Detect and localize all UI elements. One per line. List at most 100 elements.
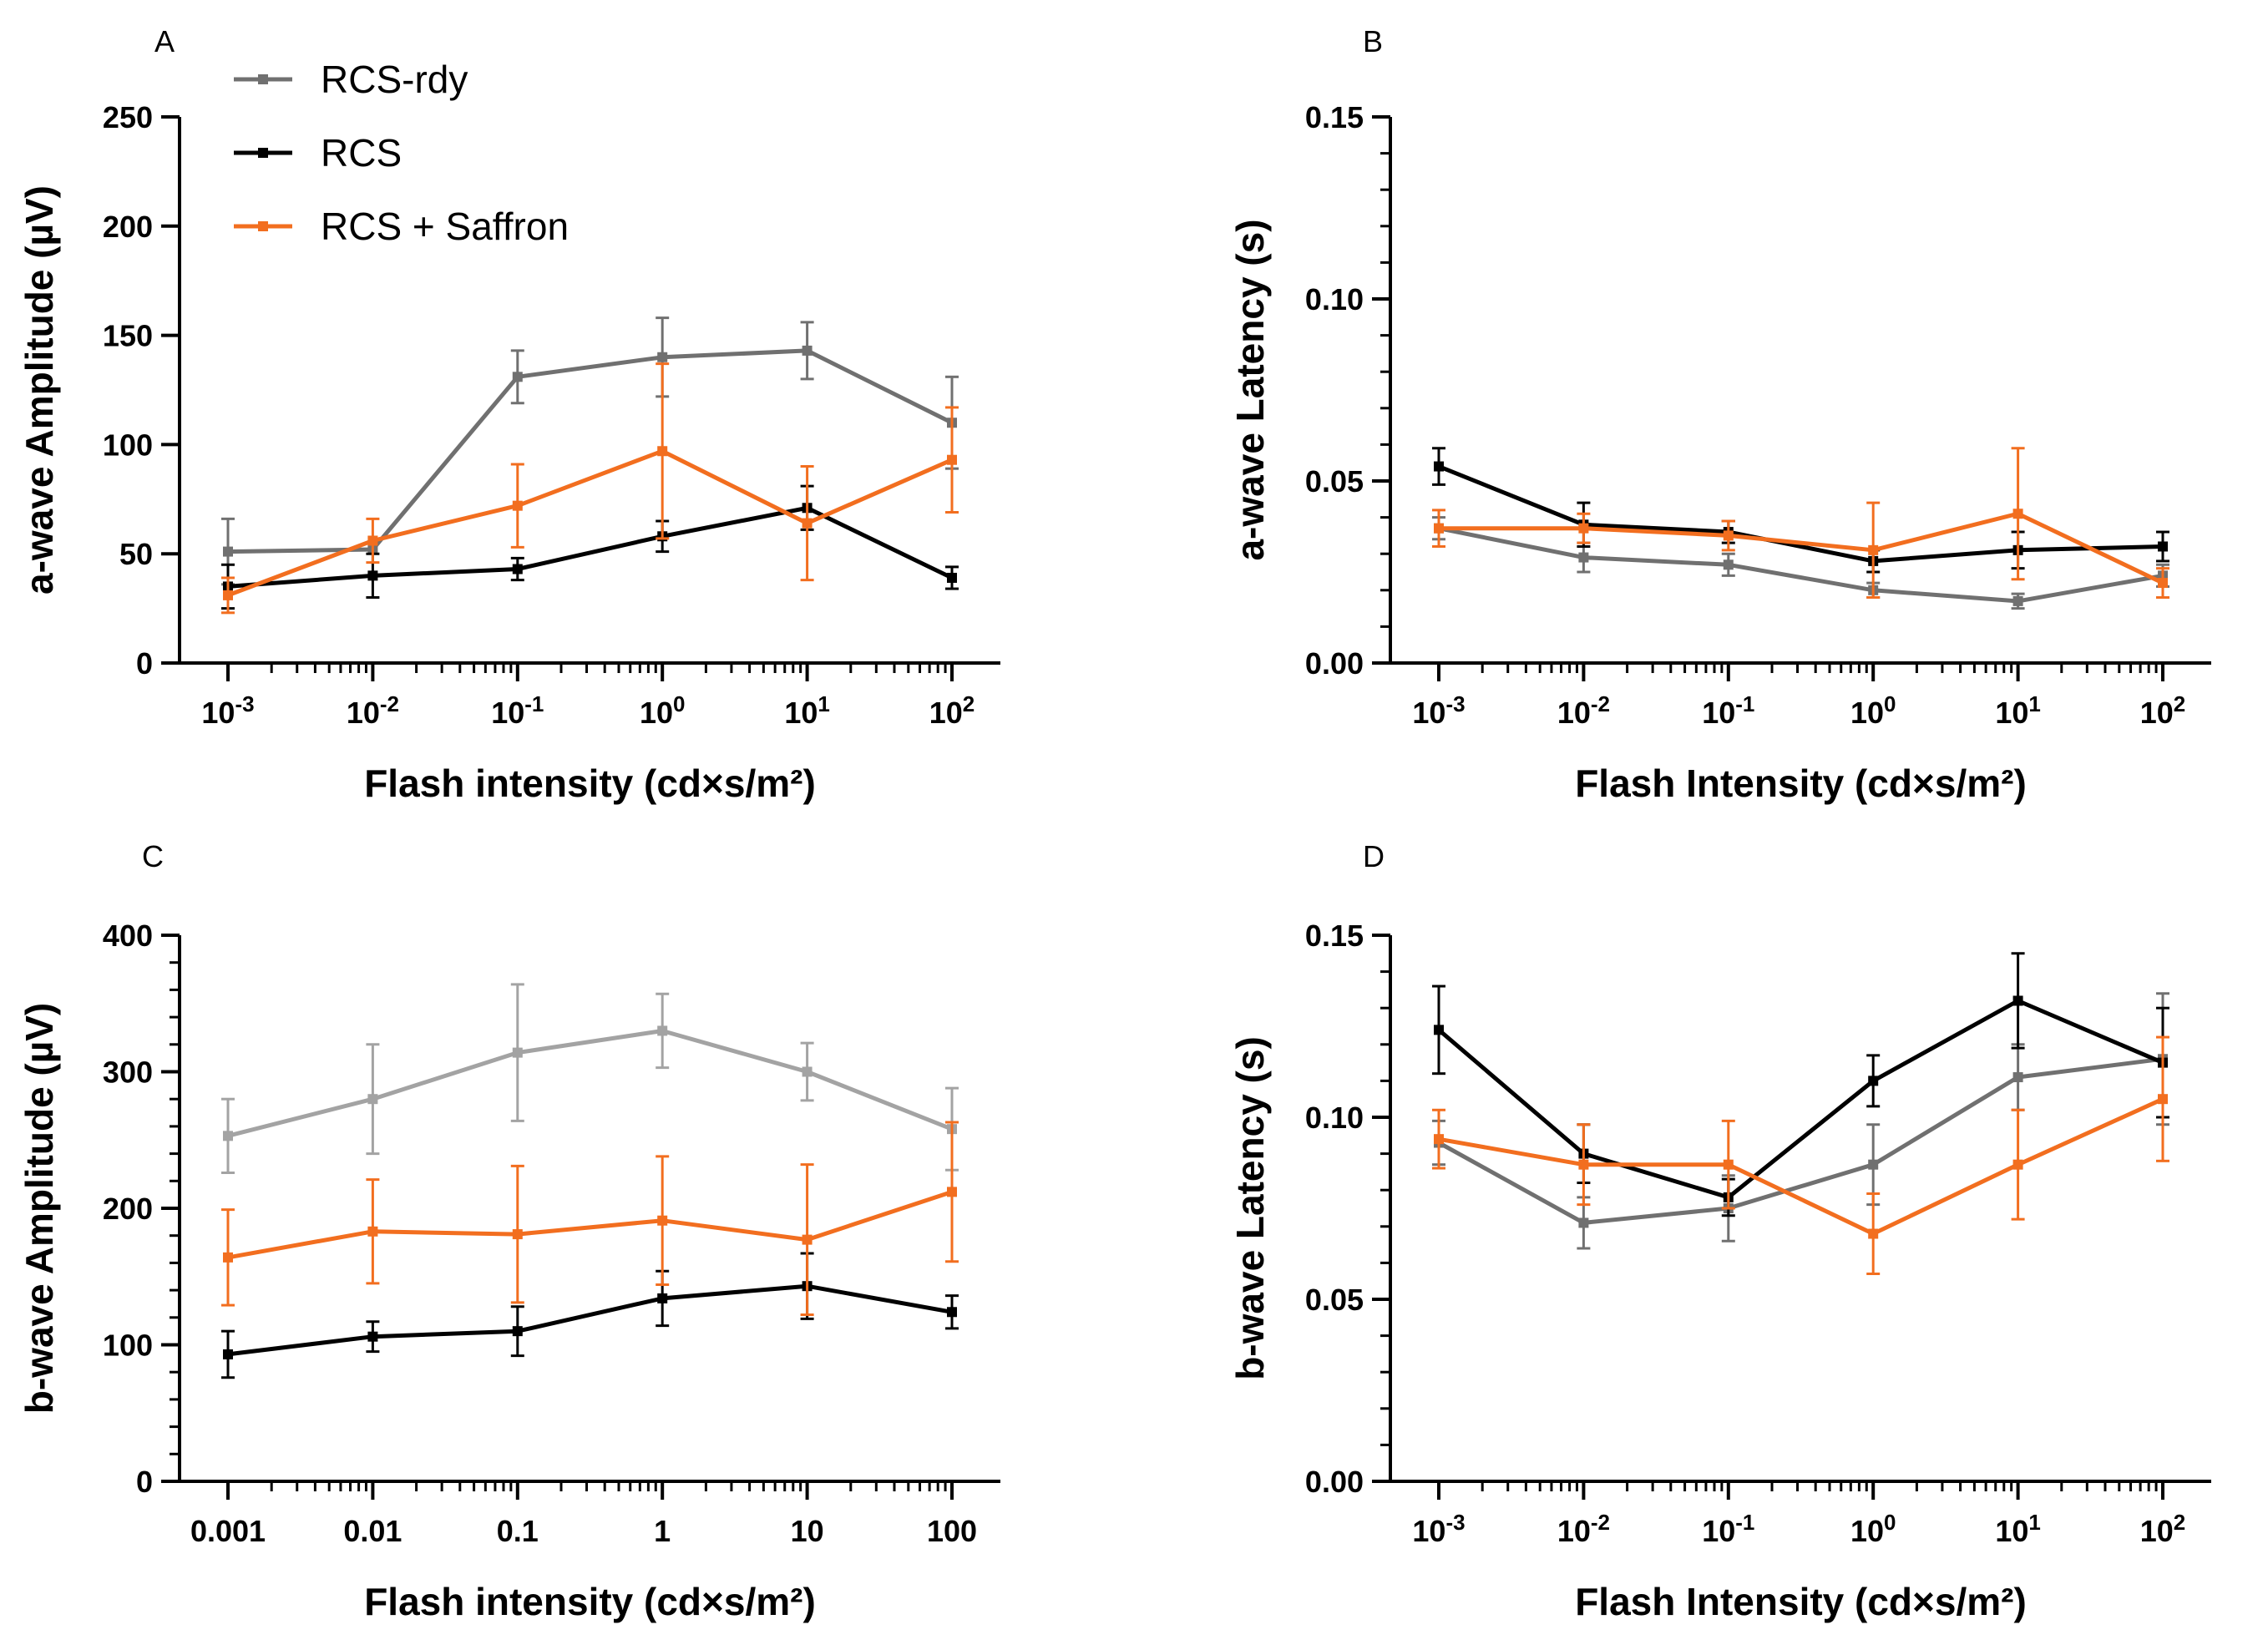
x-tick-label: 100 [1850,691,1896,730]
legend-marker [258,221,268,231]
series-rcs-saffron [221,1121,959,1317]
data-point [2012,1072,2023,1083]
y-tick-label: 50 [119,537,153,571]
series-line [227,1029,953,1138]
panel-letter: B [1363,24,1383,58]
y-tick-label: 0.10 [1305,282,1364,316]
series-rcs [221,484,959,610]
data-point [223,1252,233,1263]
x-tick-label: 10-1 [491,691,544,730]
x-tick-label: 10-3 [201,691,254,730]
data-point [1578,1217,1589,1228]
legend-label: RCS-rdy [321,58,468,101]
data-point [223,1349,233,1359]
series-line [1438,526,2164,604]
y-tick-label: 0.05 [1305,1283,1364,1317]
y-tick-label: 0.10 [1305,1101,1364,1135]
y-tick-label: 300 [103,1055,153,1090]
data-point [802,1234,813,1245]
chart-panel-a: A 0 50 100 150 200 250 10-3 10-2 10-1 100 101 102 Fla… [18,24,1000,805]
data-point [2158,578,2168,589]
x-tick-label: 100 [927,1514,977,1548]
data-point [2012,995,2023,1006]
series-line [1437,1056,2164,1225]
y-tick-label: 150 [103,319,153,353]
y-tick-label: 0 [136,646,153,681]
x-tick-label: 10-1 [1702,1510,1754,1548]
series-line [227,448,954,598]
data-point [512,1047,523,1058]
data-point [1578,523,1589,534]
data-point [2012,1159,2023,1170]
data-point [1868,544,1879,555]
data-point [657,446,668,457]
legend-item: RCS [234,131,402,175]
panel-letter: A [154,24,175,58]
data-point [512,500,523,511]
data-point [947,572,957,583]
x-tick-label: 101 [784,691,830,730]
series-rcs-saffron [1432,447,2169,600]
data-point [1723,1159,1734,1170]
x-tick-label: 10-2 [1557,691,1610,730]
data-point [512,372,523,382]
data-point [512,1326,523,1337]
data-point [1434,461,1444,472]
y-tick-label: 0.00 [1305,646,1364,681]
data-point [1868,1228,1879,1239]
y-tick-label: 0 [136,1465,153,1499]
chart-panel-d: D 0.00 0.05 0.10 0.15 10-3 10-2 10-1 100 101 102 Fl… [1228,839,2211,1623]
x-tick-label: 101 [1995,1510,2041,1548]
data-point [657,352,668,362]
data-point [512,564,523,574]
series-rcs-rdy [221,983,959,1174]
data-point [657,1293,668,1303]
data-point [223,1131,233,1141]
x-tick-label: 102 [929,691,975,730]
data-point [367,1331,378,1342]
x-tick-label: 10-3 [1412,1510,1465,1548]
data-point [512,1229,523,1240]
legend-label: RCS + Saffron [321,205,569,248]
x-tick-label: 1 [654,1514,671,1548]
y-tick-label: 400 [103,919,153,953]
data-point [2012,595,2023,606]
y-tick-label: 0.05 [1305,464,1364,499]
x-tick-label: 10-2 [1557,1510,1610,1548]
y-axis-label: a-wave Latency (s) [1228,219,1272,560]
x-tick-label: 100 [1850,1510,1896,1548]
y-axis-label: b-wave Latency (s) [1228,1036,1272,1380]
x-tick-label: 10-1 [1702,691,1754,730]
y-tick-label: 200 [103,210,153,244]
data-point [367,535,378,546]
y-axis-label: a-wave Amplitude (µV) [18,185,61,595]
data-point [1434,523,1444,534]
x-tick-label: 101 [1995,691,2041,730]
legend-label: RCS [321,131,402,175]
legend: RCS-rdy RCS RCS + Saffron [234,58,569,248]
x-tick-label: 102 [2140,1510,2186,1548]
x-axis-label: Flash Intensity (cd×s/m²) [1575,762,2027,805]
x-axis-label: Flash Intensity (cd×s/m²) [1575,1580,2027,1623]
legend-marker [258,148,268,158]
data-point [2158,1094,2168,1105]
x-tick-label: 0.1 [497,1514,539,1548]
y-tick-label: 250 [103,100,153,134]
y-axis-label: b-wave Amplitude (µV) [18,1003,61,1415]
x-tick-label: 100 [640,691,686,730]
y-tick-label: 0.00 [1305,1465,1364,1499]
x-tick-label: 0.001 [190,1514,266,1548]
data-point [367,1226,378,1237]
data-point [802,1066,813,1077]
chart-panel-b: B 0.00 0.05 0.10 0.15 10-3 10-2 10-1 100 101 102 Fl… [1228,24,2211,805]
data-point [367,1094,378,1105]
x-axis-label: Flash intensity (cd×s/m²) [364,762,816,805]
data-point [947,1187,957,1197]
data-point [1723,530,1734,541]
series-rcs-saffron [1432,1035,2169,1275]
series-line [1438,1096,2164,1236]
panel-letter: D [1363,839,1385,873]
y-tick-label: 0.15 [1305,919,1364,953]
data-point [1434,1134,1444,1145]
